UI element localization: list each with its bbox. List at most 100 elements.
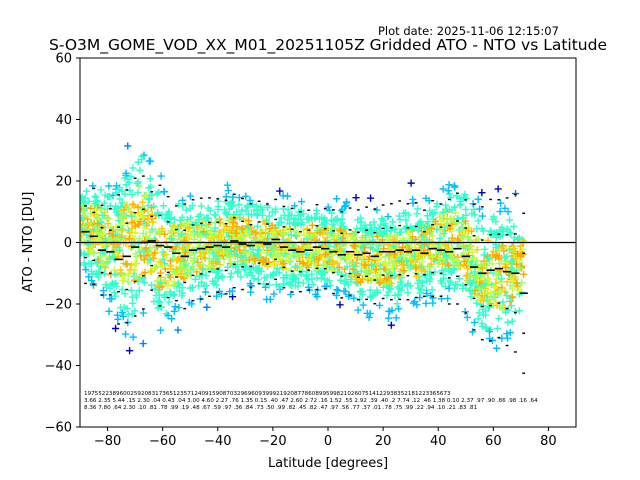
scatter-point: [286, 211, 294, 219]
scatter-point: [344, 281, 352, 289]
scatter-point: [80, 211, 87, 219]
scatter-point: [246, 279, 254, 288]
scatter-point: [350, 294, 358, 302]
scatter-point: [204, 204, 212, 212]
scatter-point: [139, 229, 147, 238]
scatter-point: [287, 240, 296, 248]
scatter-point: [492, 217, 500, 226]
scatter-point: [309, 281, 317, 289]
scatter-point: [362, 225, 370, 233]
scatter-point: [494, 185, 502, 193]
scatter-point: [93, 258, 101, 266]
bin-means: [81, 230, 528, 295]
scatter-point: [141, 224, 149, 232]
scatter-point: [478, 212, 487, 220]
scatter-point: [266, 224, 274, 233]
scatter-point: [471, 211, 479, 219]
scatter-point: [455, 274, 463, 283]
scatter-point: [507, 229, 515, 238]
scatter-point: [495, 288, 504, 296]
scatter-point: [460, 195, 468, 203]
scatter-point: [327, 229, 335, 237]
scatter-point: [182, 206, 190, 214]
scatter-point: [151, 249, 159, 257]
scatter-point: [111, 324, 120, 333]
scatter-point: [413, 205, 422, 213]
scatter-point: [280, 280, 288, 288]
x-tick-label: 40: [430, 434, 447, 449]
scatter-point: [175, 248, 183, 256]
scatter-point: [107, 281, 115, 290]
scatter-point: [405, 230, 414, 238]
scatter-point: [260, 218, 268, 226]
scatter-point: [239, 232, 247, 241]
scatter-point: [263, 241, 271, 250]
scatter-point: [475, 265, 483, 274]
scatter-point: [200, 226, 209, 235]
scatter-point: [485, 254, 493, 263]
scatter-point: [469, 200, 477, 208]
scatter-point: [272, 205, 280, 213]
scatter-point: [117, 207, 126, 215]
scatter-point: [498, 223, 506, 232]
scatter-point: [321, 238, 329, 246]
scatter-point: [261, 258, 270, 266]
scatter-point: [424, 246, 432, 254]
scatter-point: [186, 251, 194, 259]
scatter-point: [397, 286, 405, 294]
scatter-point: [254, 252, 262, 260]
scatter-point: [394, 283, 402, 291]
bin-statistics: 1975522389600259208317365123571240915908…: [84, 391, 538, 411]
scatter-point: [385, 307, 393, 315]
scatter-point: [253, 210, 261, 218]
scatter-point: [156, 283, 164, 291]
scatter-point: [129, 164, 137, 172]
scatter-point: [517, 239, 525, 247]
scatter-point: [303, 225, 311, 233]
scatter-point: [139, 339, 147, 348]
scatter-point: [173, 240, 182, 248]
scatter-point: [439, 274, 448, 283]
scatter-point: [450, 265, 458, 273]
scatter-point: [98, 211, 107, 219]
scatter-point: [409, 257, 418, 265]
scatter-point: [399, 234, 407, 242]
scatter-point: [427, 292, 435, 300]
scatter-point: [407, 223, 415, 231]
y-axis-ticks: −60 −40 −20 0 20 40 60: [45, 52, 80, 436]
scatter-point: [363, 268, 371, 277]
scatter-point: [352, 194, 360, 202]
scatter-point: [290, 218, 298, 226]
scatter-point: [503, 330, 511, 338]
scatter-point: [160, 251, 168, 259]
scatter-point: [155, 228, 164, 236]
scatter-point: [389, 242, 398, 251]
scatter-point: [170, 281, 178, 289]
scatter-point: [313, 293, 321, 301]
scatter-point: [383, 291, 391, 300]
scatter-point: [448, 227, 456, 235]
scatter-point: [478, 189, 486, 197]
scatter-point: [166, 273, 174, 281]
scatter-point: [471, 268, 479, 276]
scatter-point: [519, 270, 528, 278]
scatter-point: [485, 303, 494, 311]
scatter-point: [141, 269, 149, 277]
y-axis-label: ATO - NTO [DU]: [21, 192, 36, 293]
scatter-point: [400, 209, 408, 218]
scatter-point: [389, 218, 397, 226]
scatter-point: [106, 193, 114, 201]
scatter-point: [255, 269, 263, 277]
scatter-point: [370, 218, 378, 226]
scatter-point: [365, 313, 373, 322]
scatter-point: [513, 260, 521, 268]
scatter-point: [440, 229, 448, 238]
scatter-point: [232, 208, 240, 216]
scatter-point: [404, 280, 412, 288]
scatter-point: [118, 199, 126, 207]
scatter-point: [101, 191, 109, 199]
scatter-point: [157, 172, 165, 180]
scatter-point: [480, 260, 488, 268]
scatter-point: [142, 244, 150, 252]
